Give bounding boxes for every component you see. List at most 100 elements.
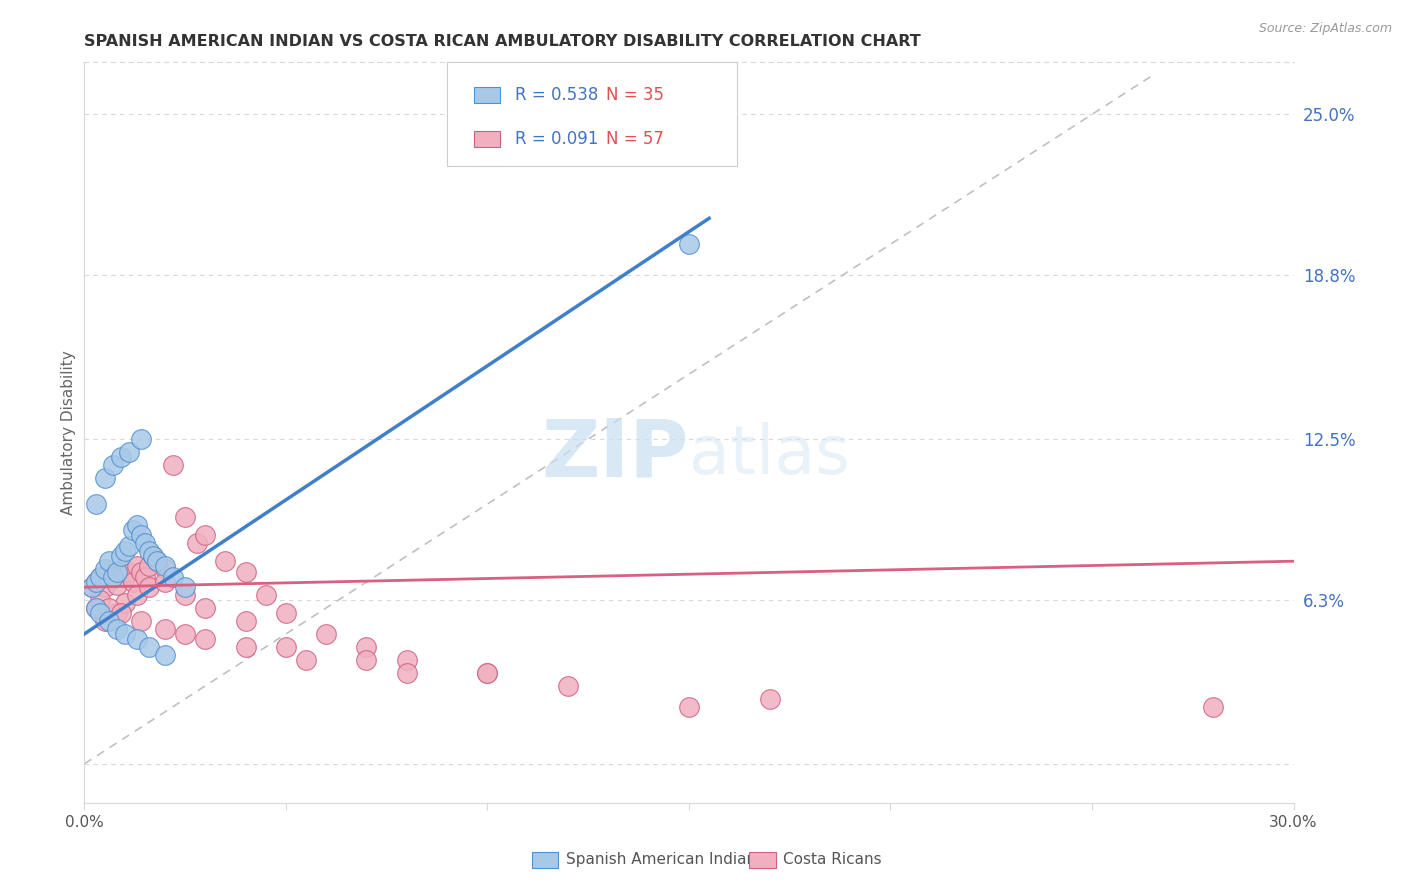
FancyBboxPatch shape	[531, 852, 558, 868]
Point	[110, 549, 132, 563]
Point	[105, 606, 128, 620]
Point	[114, 596, 136, 610]
Point	[235, 640, 257, 654]
Point	[89, 593, 111, 607]
Point	[153, 622, 176, 636]
Point	[186, 536, 208, 550]
Point	[174, 588, 197, 602]
Point	[97, 567, 120, 582]
Point	[110, 562, 132, 576]
Point	[93, 471, 115, 485]
Point	[86, 574, 108, 589]
Point	[118, 539, 141, 553]
Point	[101, 573, 124, 587]
Text: N = 57: N = 57	[606, 130, 664, 148]
Point	[1202, 699, 1225, 714]
Point	[89, 570, 111, 584]
Point	[138, 640, 160, 654]
Point	[174, 580, 197, 594]
Point	[214, 554, 236, 568]
Point	[235, 565, 257, 579]
Point	[125, 517, 148, 532]
Point	[477, 665, 499, 680]
Point	[86, 601, 108, 615]
Point	[142, 549, 165, 563]
Point	[89, 606, 111, 620]
Point	[194, 601, 217, 615]
Point	[142, 549, 165, 563]
Point	[395, 665, 418, 680]
Point	[235, 614, 257, 628]
Point	[315, 627, 337, 641]
Text: SPANISH AMERICAN INDIAN VS COSTA RICAN AMBULATORY DISABILITY CORRELATION CHART: SPANISH AMERICAN INDIAN VS COSTA RICAN A…	[84, 34, 921, 49]
Point	[129, 565, 152, 579]
Point	[114, 627, 136, 641]
Point	[678, 237, 700, 252]
Point	[86, 497, 108, 511]
Text: Costa Ricans: Costa Ricans	[783, 853, 882, 867]
FancyBboxPatch shape	[474, 87, 501, 103]
Point	[129, 528, 152, 542]
Point	[134, 570, 156, 584]
Point	[129, 614, 152, 628]
FancyBboxPatch shape	[749, 852, 776, 868]
Point	[129, 432, 152, 446]
Point	[174, 510, 197, 524]
Point	[118, 445, 141, 459]
Text: atlas: atlas	[689, 422, 849, 488]
Point	[125, 632, 148, 647]
Point	[82, 580, 104, 594]
Point	[395, 653, 418, 667]
FancyBboxPatch shape	[474, 131, 501, 147]
Point	[557, 679, 579, 693]
Point	[295, 653, 318, 667]
Point	[125, 588, 148, 602]
Point	[758, 692, 780, 706]
Point	[194, 528, 217, 542]
Point	[105, 565, 128, 579]
Point	[162, 570, 184, 584]
Point	[138, 559, 160, 574]
Point	[89, 570, 111, 584]
Point	[153, 559, 176, 574]
Point	[356, 640, 378, 654]
Point	[114, 570, 136, 584]
Point	[118, 565, 141, 579]
Point	[174, 627, 197, 641]
Text: R = 0.538: R = 0.538	[515, 86, 598, 103]
Text: ZIP: ZIP	[541, 416, 689, 494]
Point	[146, 554, 169, 568]
Point	[125, 559, 148, 574]
Point	[121, 574, 143, 589]
Point	[82, 580, 104, 594]
Point	[86, 601, 108, 615]
Point	[97, 601, 120, 615]
Point	[153, 562, 176, 576]
Point	[274, 606, 297, 620]
FancyBboxPatch shape	[447, 62, 737, 166]
Point	[101, 458, 124, 472]
Point	[153, 574, 176, 589]
Point	[138, 544, 160, 558]
Point	[138, 580, 160, 594]
Text: R = 0.091: R = 0.091	[515, 130, 598, 148]
Point	[254, 588, 277, 602]
Point	[93, 562, 115, 576]
Point	[86, 574, 108, 589]
Point	[678, 699, 700, 714]
Point	[101, 570, 124, 584]
Point	[97, 614, 120, 628]
Point	[356, 653, 378, 667]
Point	[134, 536, 156, 550]
Text: N = 35: N = 35	[606, 86, 664, 103]
Point	[274, 640, 297, 654]
Point	[93, 580, 115, 594]
Point	[97, 554, 120, 568]
Y-axis label: Ambulatory Disability: Ambulatory Disability	[60, 351, 76, 515]
Point	[121, 523, 143, 537]
Point	[110, 606, 132, 620]
Text: Source: ZipAtlas.com: Source: ZipAtlas.com	[1258, 22, 1392, 36]
Point	[114, 544, 136, 558]
Text: Spanish American Indians: Spanish American Indians	[565, 853, 763, 867]
Point	[162, 458, 184, 472]
